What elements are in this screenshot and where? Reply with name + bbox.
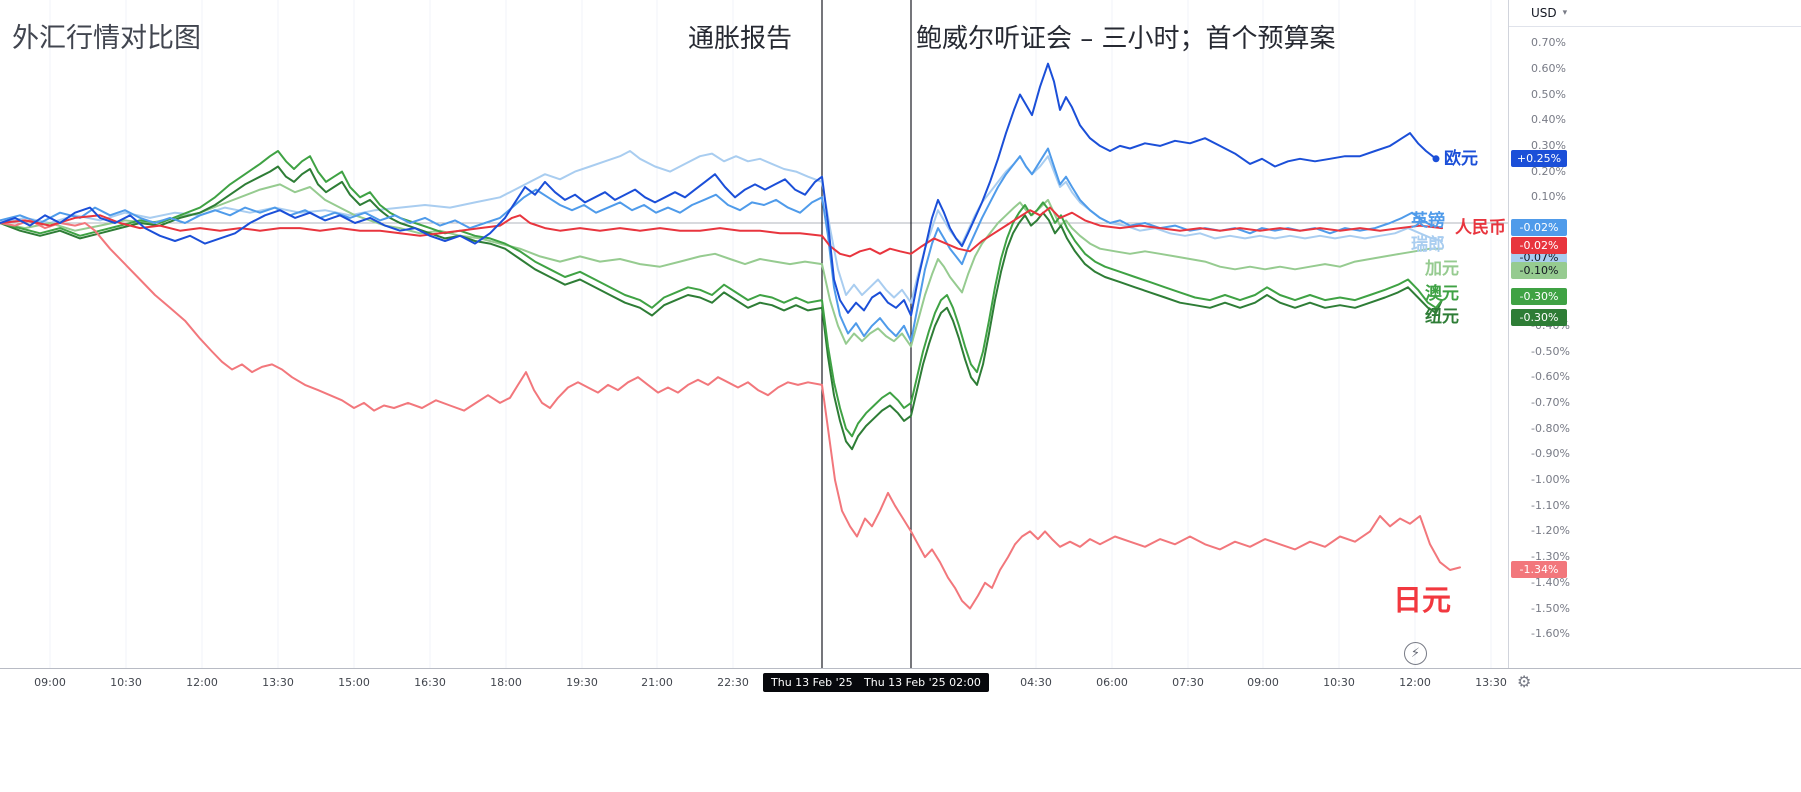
chart-title: 外汇行情对比图	[12, 23, 201, 54]
price-badge-cad: -0.10%	[1511, 262, 1567, 279]
price-tick: 0.30%	[1531, 138, 1566, 152]
time-tick: 10:30	[110, 676, 142, 689]
price-tick: 0.50%	[1531, 87, 1566, 101]
time-date-badge: Thu 13 Feb '25 02:00	[856, 673, 989, 692]
lightning-glyph: ⚡	[1410, 646, 1421, 661]
time-tick: 10:30	[1323, 676, 1355, 689]
time-tick: 12:00	[186, 676, 218, 689]
price-tick: 0.70%	[1531, 36, 1566, 50]
price-tick: -1.40%	[1531, 575, 1570, 589]
price-badge-aud: -0.30%	[1511, 288, 1567, 305]
price-tick: -1.00%	[1531, 473, 1570, 486]
price-tick: -0.70%	[1531, 395, 1570, 409]
lightning-icon[interactable]: ⚡	[1404, 642, 1427, 665]
currency-unit-selector[interactable]: USD ▾	[1509, 0, 1801, 27]
series-line-chf	[0, 150, 1443, 304]
time-tick: 21:00	[641, 676, 673, 689]
series-line-nzd	[0, 165, 1443, 451]
series-end-dot-eur	[1432, 155, 1440, 163]
price-tick: -1.50%	[1531, 601, 1570, 615]
annotation-inflation-report[interactable]: 通胀报告	[688, 24, 793, 54]
time-tick: 15:00	[338, 676, 370, 689]
time-date-badge: Thu 13 Feb '25 0	[763, 673, 872, 692]
series-line-gbp	[0, 147, 1443, 343]
series-line-cad	[0, 183, 1443, 348]
time-tick: 18:00	[490, 676, 522, 689]
chevron-down-icon: ▾	[1562, 8, 1568, 18]
series-label-cad[interactable]: 加元	[1425, 259, 1459, 279]
price-tick: 0.10%	[1531, 190, 1566, 204]
time-tick: 19:30	[566, 676, 598, 689]
price-tick: -0.80%	[1531, 421, 1570, 435]
price-badge-eur: +0.25%	[1511, 150, 1567, 167]
annotation-powell-hearing[interactable]: 鲍威尔听证会 – 三小时；首个预算案	[916, 24, 1336, 54]
price-tick: -1.30%	[1531, 550, 1570, 564]
series-label-nzd[interactable]: 纽元	[1425, 307, 1459, 327]
price-tick: -0.50%	[1531, 344, 1570, 358]
chart-area[interactable]: 外汇行情对比图 通胀报告 鲍威尔听证会 – 三小时；首个预算案 ⚡ 瑞郎加元纽元…	[0, 0, 1508, 668]
series-label-gbp[interactable]: 英镑	[1411, 211, 1445, 231]
time-tick: 09:00	[34, 676, 66, 689]
gear-glyph: ⚙	[1517, 672, 1532, 691]
time-axis[interactable]: ⚙ 09:00 10:30 12:00 13:30 15:00 16:30 18:00 19:…	[0, 668, 1801, 792]
price-tick: -1.10%	[1531, 498, 1570, 512]
price-tick: -1.60%	[1531, 627, 1570, 641]
series-label-chf[interactable]: 瑞郎	[1411, 235, 1445, 255]
time-tick: 12:00	[1399, 676, 1431, 689]
series-label-aud[interactable]: 澳元	[1425, 284, 1459, 304]
gear-icon[interactable]: ⚙	[1517, 672, 1531, 691]
series-line-cny	[0, 206, 1443, 258]
price-badge-cny: -0.02%	[1511, 237, 1567, 254]
price-tick: -0.60%	[1531, 370, 1570, 384]
price-tick: -1.20%	[1531, 524, 1570, 538]
time-tick: 07:30	[1172, 676, 1204, 689]
series-label-jpy[interactable]: 日元	[1393, 583, 1452, 617]
price-badge-gbp: -0.02%	[1511, 219, 1567, 236]
price-tick: 0.60%	[1531, 61, 1566, 75]
series-line-jpy	[0, 219, 1461, 610]
chart-canvas[interactable]	[0, 0, 1508, 668]
price-tick: -0.90%	[1531, 447, 1570, 461]
series-label-eur[interactable]: 欧元	[1444, 149, 1478, 169]
price-badge-nzd: -0.30%	[1511, 309, 1567, 326]
series-label-cny[interactable]: 人民币	[1455, 218, 1506, 238]
time-tick: 13:30	[1475, 676, 1507, 689]
price-axis[interactable]: USD ▾ 0.70% 0.60% 0.50% 0.40% 0.30% 0.20% 0.10…	[1508, 0, 1801, 668]
time-tick: 09:00	[1247, 676, 1279, 689]
time-tick: 06:00	[1096, 676, 1128, 689]
price-badge-jpy: -1.34%	[1511, 561, 1567, 578]
currency-unit-label: USD	[1531, 6, 1557, 20]
price-tick: 0.20%	[1531, 164, 1566, 178]
series-line-eur	[0, 62, 1437, 317]
time-tick: 13:30	[262, 676, 294, 689]
series-line-aud	[0, 150, 1443, 438]
time-tick: 22:30	[717, 676, 749, 689]
time-tick: 04:30	[1020, 676, 1052, 689]
time-tick: 16:30	[414, 676, 446, 689]
price-tick: 0.40%	[1531, 113, 1566, 127]
